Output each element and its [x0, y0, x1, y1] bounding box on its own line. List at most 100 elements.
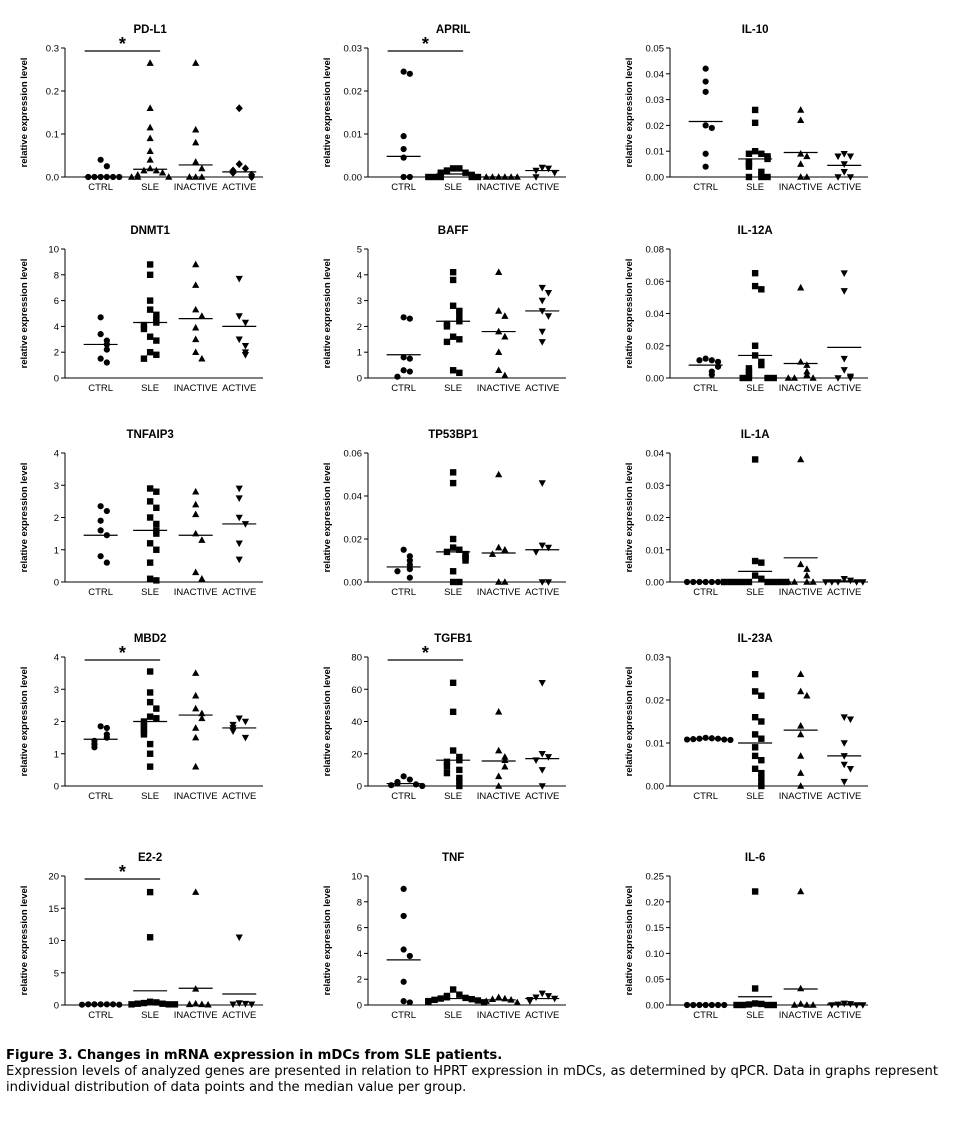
x-tick-label: ACTIVE	[222, 383, 256, 394]
data-point	[449, 578, 457, 586]
data-point	[159, 1000, 166, 1007]
data-point	[544, 544, 553, 552]
data-point	[153, 546, 160, 553]
data-point	[235, 715, 243, 723]
data-point	[745, 173, 753, 181]
data-point	[235, 556, 243, 564]
y-tick-label: 0.00	[344, 173, 363, 184]
data-point	[758, 173, 765, 181]
data-point	[192, 500, 200, 508]
data-point	[449, 367, 457, 374]
y-tick-label: 0.06	[646, 277, 665, 288]
data-point	[235, 514, 243, 522]
y-axis-label: relative expression level	[19, 463, 30, 573]
data-point	[803, 578, 811, 585]
data-point	[443, 994, 451, 1001]
data-point	[727, 736, 734, 744]
y-tick-label: 4	[357, 270, 362, 281]
data-point	[751, 1000, 759, 1007]
data-point	[803, 361, 811, 368]
data-point	[683, 736, 691, 743]
data-point	[153, 504, 160, 512]
y-axis-label: relative expression level	[322, 463, 333, 573]
data-point	[797, 722, 805, 729]
data-point	[140, 321, 148, 329]
x-tick-label: CTRL	[693, 587, 718, 598]
x-tick-label: CTRL	[693, 791, 718, 802]
x-tick-label: ACTIVE	[525, 1010, 559, 1021]
data-point	[153, 577, 160, 584]
data-point	[784, 374, 792, 381]
x-tick-label: SLE	[746, 383, 764, 394]
data-point	[456, 782, 463, 790]
y-tick-label: 0.06	[344, 449, 363, 460]
data-point	[474, 997, 482, 1004]
x-tick-label: SLE	[746, 1010, 764, 1021]
data-point	[443, 769, 451, 777]
significance-star: *	[119, 862, 126, 882]
data-point	[790, 1001, 799, 1008]
data-point	[449, 986, 457, 993]
data-point	[733, 578, 740, 586]
data-point	[91, 744, 98, 751]
data-point	[116, 1001, 123, 1008]
data-point	[526, 998, 534, 1005]
x-tick-label: SLE	[444, 587, 462, 598]
data-point	[153, 705, 160, 712]
data-point	[146, 698, 154, 706]
data-point	[192, 305, 200, 313]
y-tick-label: 5	[54, 968, 59, 979]
data-point	[146, 540, 154, 547]
data-point	[146, 998, 154, 1005]
y-tick-label: 2	[54, 513, 59, 524]
data-point	[146, 713, 154, 720]
data-point	[751, 671, 759, 678]
y-axis-label: relative expression level	[624, 667, 635, 777]
y-tick-label: 10	[48, 245, 59, 256]
data-point	[751, 985, 759, 992]
data-point	[449, 535, 457, 543]
y-tick-label: 0.03	[646, 653, 665, 664]
y-tick-label: 0.04	[646, 449, 665, 460]
panel-title: TGFB1	[434, 633, 472, 645]
panel-title: IL-6	[745, 852, 765, 864]
data-point	[406, 776, 413, 783]
data-point	[449, 469, 457, 476]
y-axis-label: relative expression level	[322, 667, 333, 777]
data-point	[406, 557, 413, 564]
data-point	[400, 546, 407, 553]
data-point	[551, 169, 559, 177]
data-point	[443, 758, 451, 766]
data-point	[758, 1000, 765, 1008]
data-point	[840, 161, 848, 168]
data-point	[235, 313, 243, 320]
data-point	[97, 527, 104, 534]
data-point	[513, 998, 521, 1006]
x-tick-label: INACTIVE	[779, 1010, 823, 1021]
data-point	[797, 116, 805, 124]
y-tick-label: 10	[48, 936, 59, 947]
data-point	[797, 560, 805, 568]
data-point	[702, 122, 709, 129]
y-tick-label: 0.02	[344, 87, 363, 98]
data-point	[400, 978, 407, 985]
data-point	[456, 578, 463, 586]
x-tick-label: SLE	[746, 182, 764, 193]
data-point	[103, 559, 110, 566]
data-point	[770, 1001, 777, 1009]
data-point	[406, 355, 413, 362]
data-point	[400, 173, 407, 181]
x-tick-label: SLE	[444, 383, 462, 394]
data-point	[235, 104, 243, 113]
data-point	[146, 668, 154, 675]
data-point	[394, 373, 401, 380]
x-tick-label: ACTIVE	[525, 587, 559, 598]
data-point	[797, 455, 805, 463]
y-tick-label: 15	[48, 904, 59, 915]
data-point	[544, 754, 553, 761]
panel-april: APRIL 0.00 0.01 0.02 0.03 relative expression…	[322, 24, 566, 193]
data-point	[745, 150, 753, 157]
data-point	[797, 106, 805, 113]
data-point	[462, 557, 469, 564]
data-point	[134, 1000, 141, 1007]
